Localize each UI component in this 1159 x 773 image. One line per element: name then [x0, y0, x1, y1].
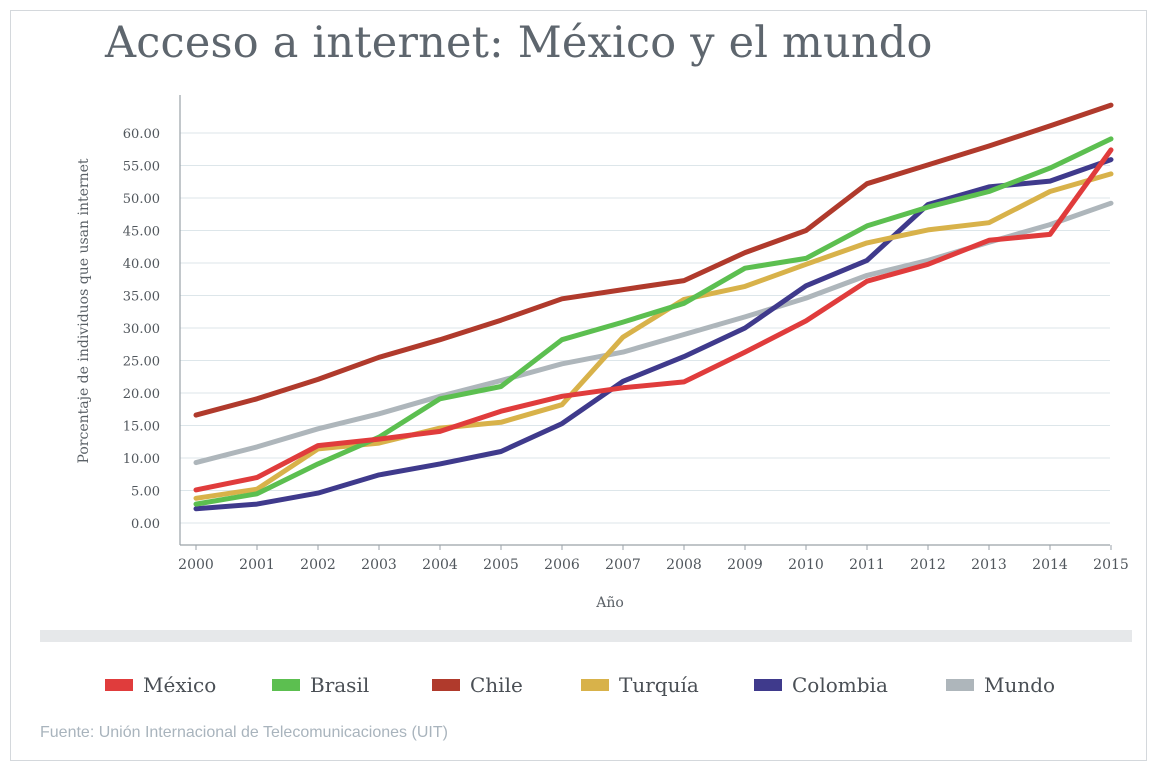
- y-tick-label: 45.00: [123, 225, 160, 240]
- legend-label: México: [143, 673, 217, 697]
- y-tick-label: 25.00: [123, 355, 160, 370]
- x-tick-label: 2003: [361, 557, 397, 573]
- legend-label: Mundo: [984, 673, 1056, 697]
- x-tick-label: 2006: [544, 557, 580, 573]
- series-line-mexico: [193, 147, 1114, 493]
- legend-item-mundo: Mundo: [946, 670, 1055, 700]
- x-tick-label: 2008: [666, 557, 702, 573]
- y-tick-label: 0.00: [131, 517, 160, 532]
- series-line-chile: [193, 102, 1114, 418]
- x-tick-label: 2013: [971, 557, 1007, 573]
- legend-label: Colombia: [792, 673, 888, 697]
- y-tick-label: 5.00: [131, 485, 160, 500]
- y-tick-label: 30.00: [123, 322, 160, 337]
- legend: México Brasil Chile Turquía Colombia Mundo: [0, 670, 1159, 700]
- y-tick-label: 15.00: [123, 420, 160, 435]
- x-tick-label: 2012: [910, 557, 946, 573]
- page-title: Acceso a internet: México y el mundo: [105, 18, 933, 68]
- x-tick-label: 2002: [300, 557, 336, 573]
- y-tick-label: 35.00: [123, 290, 160, 305]
- series-lines: [193, 102, 1114, 512]
- legend-swatch: [432, 679, 460, 691]
- series-line-brasil: [193, 136, 1114, 507]
- y-tick-label: 55.00: [123, 160, 160, 175]
- x-tick-label: 2000: [178, 557, 214, 573]
- y-axis-label: Porcentaje de individuos que usan intern…: [76, 158, 92, 463]
- legend-item-brasil: Brasil: [272, 670, 369, 700]
- x-tick-label: 2009: [727, 557, 763, 573]
- legend-item-turquia: Turquía: [581, 670, 699, 700]
- series-line-mundo: [193, 200, 1114, 466]
- legend-swatch: [105, 679, 133, 691]
- legend-item-colombia: Colombia: [754, 670, 888, 700]
- x-tick-label: 2007: [605, 557, 641, 573]
- y-tick-label: 10.00: [123, 452, 160, 467]
- line-chart: 0.00 5.00 10.00 15.00 20.00 25.00 30.00 35.00 40…: [76, 95, 1129, 611]
- x-tick-label: 2004: [422, 557, 458, 573]
- x-tick-labels: 2000 2001 2002 2003 2004 2005 2006 2007 2008 2009…: [178, 557, 1129, 573]
- legend-item-mexico: México: [105, 670, 216, 700]
- legend-swatch: [581, 679, 609, 691]
- legend-label: Brasil: [310, 673, 370, 697]
- x-tick-label: 2011: [849, 557, 885, 573]
- legend-swatch: [272, 679, 300, 691]
- legend-swatch: [946, 679, 974, 691]
- source-note: Fuente: Unión Internacional de Telecomun…: [40, 724, 448, 741]
- x-tick-label: 2010: [788, 557, 824, 573]
- y-tick-label: 20.00: [123, 387, 160, 402]
- legend-item-chile: Chile: [432, 670, 523, 700]
- x-tick-label: 2014: [1032, 557, 1068, 573]
- y-tick-labels: 0.00 5.00 10.00 15.00 20.00 25.00 30.00 35.00 40…: [123, 127, 160, 532]
- x-tick-label: 2005: [483, 557, 519, 573]
- y-tick-label: 50.00: [123, 192, 160, 207]
- legend-label: Chile: [470, 673, 523, 697]
- y-tick-label: 60.00: [123, 127, 160, 142]
- legend-swatch: [754, 679, 782, 691]
- legend-label: Turquía: [619, 673, 699, 697]
- x-tick-label: 2015: [1093, 557, 1129, 573]
- series-line-colombia: [193, 157, 1114, 512]
- x-tick-label: 2001: [239, 557, 275, 573]
- legend-divider: [40, 630, 1132, 642]
- axes: [179, 95, 1112, 550]
- x-axis-label: Año: [595, 595, 624, 611]
- series-line-turquia: [193, 171, 1114, 501]
- y-tick-label: 40.00: [123, 257, 160, 272]
